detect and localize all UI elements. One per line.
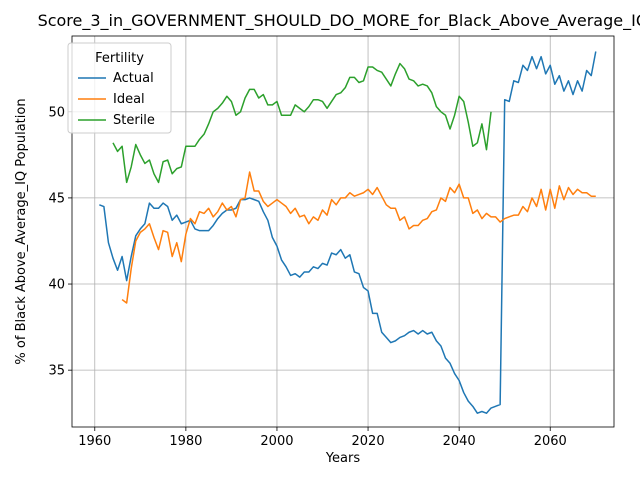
legend-title: Fertility [95,51,144,66]
y-tick-label: 40 [48,278,65,293]
legend: Fertility Actual Ideal Sterile [67,42,172,134]
x-tick-label: 1960 [78,434,111,449]
legend-entries: Actual Ideal Sterile [78,71,155,128]
x-axis-label: Years [325,451,361,466]
x-tick-label: 2000 [260,434,293,449]
legend-label-sterile: Sterile [113,113,155,128]
legend-box [67,42,172,134]
x-tick-label: 2040 [443,434,476,449]
legend-label-actual: Actual [113,71,154,86]
y-tick-label: 45 [48,191,65,206]
x-tick-label: 1980 [169,434,202,449]
plot-frame [71,35,615,428]
y-tick-label: 50 [48,105,65,120]
series-line-actual [99,51,597,414]
series-line-ideal [121,171,596,304]
legend-label-ideal: Ideal [113,92,145,107]
x-tick-label: 2060 [534,434,567,449]
axis-ticks: 1960 1980 2000 2020 2040 2060 35 40 45 50 [48,105,566,449]
y-tick-label: 35 [48,364,65,379]
series-line-sterile [112,62,492,184]
y-axis-label: % of Black Above_Average_IQ Population [14,98,29,364]
series-lines [99,51,597,414]
x-tick-label: 2020 [352,434,385,449]
chart-title: Score_3_in_GOVERNMENT_SHOULD_DO_MORE_for… [38,11,640,31]
